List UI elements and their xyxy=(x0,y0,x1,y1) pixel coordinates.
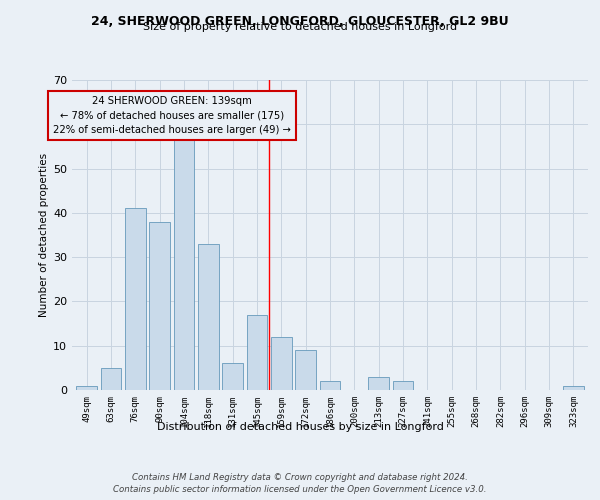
Bar xyxy=(247,314,268,390)
Bar xyxy=(271,337,292,390)
Bar xyxy=(368,376,389,390)
Text: 24, SHERWOOD GREEN, LONGFORD, GLOUCESTER, GL2 9BU: 24, SHERWOOD GREEN, LONGFORD, GLOUCESTER… xyxy=(91,15,509,28)
Bar xyxy=(320,381,340,390)
Text: Distribution of detached houses by size in Longford: Distribution of detached houses by size … xyxy=(157,422,443,432)
Bar xyxy=(149,222,170,390)
Text: Size of property relative to detached houses in Longford: Size of property relative to detached ho… xyxy=(143,22,457,32)
Bar xyxy=(295,350,316,390)
Text: 24 SHERWOOD GREEN: 139sqm
← 78% of detached houses are smaller (175)
22% of semi: 24 SHERWOOD GREEN: 139sqm ← 78% of detac… xyxy=(53,96,291,135)
Bar xyxy=(76,386,97,390)
Bar xyxy=(198,244,218,390)
Text: Contains public sector information licensed under the Open Government Licence v3: Contains public sector information licen… xyxy=(113,485,487,494)
Bar xyxy=(222,364,243,390)
Bar xyxy=(392,381,413,390)
Y-axis label: Number of detached properties: Number of detached properties xyxy=(39,153,49,317)
Bar xyxy=(125,208,146,390)
Text: Contains HM Land Registry data © Crown copyright and database right 2024.: Contains HM Land Registry data © Crown c… xyxy=(132,472,468,482)
Bar xyxy=(173,138,194,390)
Bar xyxy=(563,386,584,390)
Bar xyxy=(101,368,121,390)
